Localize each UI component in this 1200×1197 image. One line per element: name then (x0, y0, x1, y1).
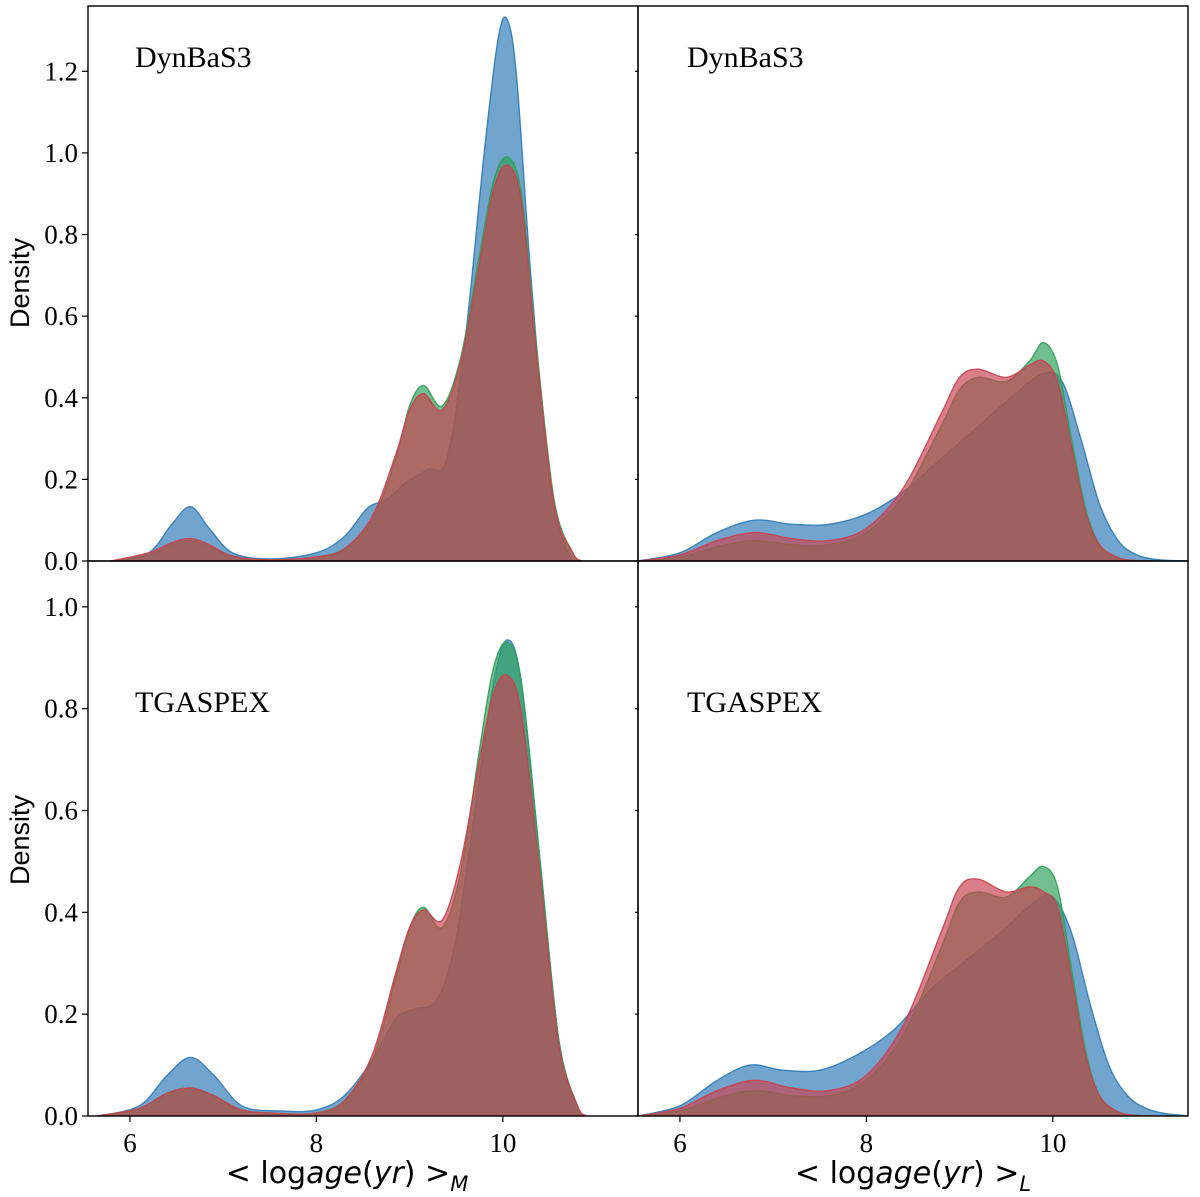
density-areas (97, 639, 588, 1116)
y-tick-label: 0.0 (44, 546, 78, 576)
x-tick-label: 8 (310, 1128, 324, 1158)
x-tick-label: 10 (1039, 1128, 1066, 1158)
density-area-red (97, 674, 588, 1116)
y-tick-label: 0.2 (44, 999, 78, 1029)
panel-title: TGASPEX (687, 686, 822, 719)
density-area-red (111, 164, 584, 561)
y-tick-label: 0.8 (44, 220, 78, 250)
y-tick-label: 0.4 (44, 383, 78, 413)
xlabel-right: < logage(yr) >L (795, 1156, 1031, 1196)
y-tick-label: 0.6 (44, 795, 78, 825)
x-tick-label: 10 (489, 1128, 516, 1158)
panel-bottom-left: 0.0 0.2 0.4 0.6 0.8 1.0 6 8 10 TGASPEX (44, 560, 639, 1158)
y-tick-label: 0.0 (44, 1101, 78, 1131)
ylabel-bottom: Density (5, 794, 35, 885)
y-tick-label: 1.0 (44, 592, 78, 622)
ylabel-top: Density (5, 237, 35, 328)
panel-bottom-right: 6 8 10 TGASPEX (635, 560, 1189, 1158)
xlabel-left: < logage(yr) >M (226, 1156, 469, 1196)
y-tick-label: 1.2 (44, 56, 78, 86)
y-tick-label: 0.8 (44, 694, 78, 724)
panel-top-left: 0.0 0.2 0.4 0.6 0.8 1.0 1.2 DynBaS3 (44, 5, 639, 576)
axes-frame (637, 560, 1189, 1117)
density-areas (111, 16, 584, 561)
x-tick-label: 6 (673, 1128, 687, 1158)
panel-title: DynBaS3 (135, 41, 252, 74)
y-tick-label: 1.0 (44, 138, 78, 168)
axes-frame (87, 5, 639, 562)
y-tick-label: 0.2 (44, 464, 78, 494)
panel-title: DynBaS3 (687, 41, 804, 74)
density-areas (638, 865, 1188, 1116)
density-areas (638, 341, 1188, 561)
x-tick-label: 8 (860, 1128, 874, 1158)
density-area-red (638, 359, 1156, 561)
density-area-red (638, 878, 1156, 1116)
panel-top-right: DynBaS3 (635, 5, 1189, 562)
y-tick-label: 0.6 (44, 301, 78, 331)
x-tick-label: 6 (123, 1128, 137, 1158)
panel-title: TGASPEX (135, 686, 270, 719)
y-tick-label: 0.4 (44, 897, 78, 927)
